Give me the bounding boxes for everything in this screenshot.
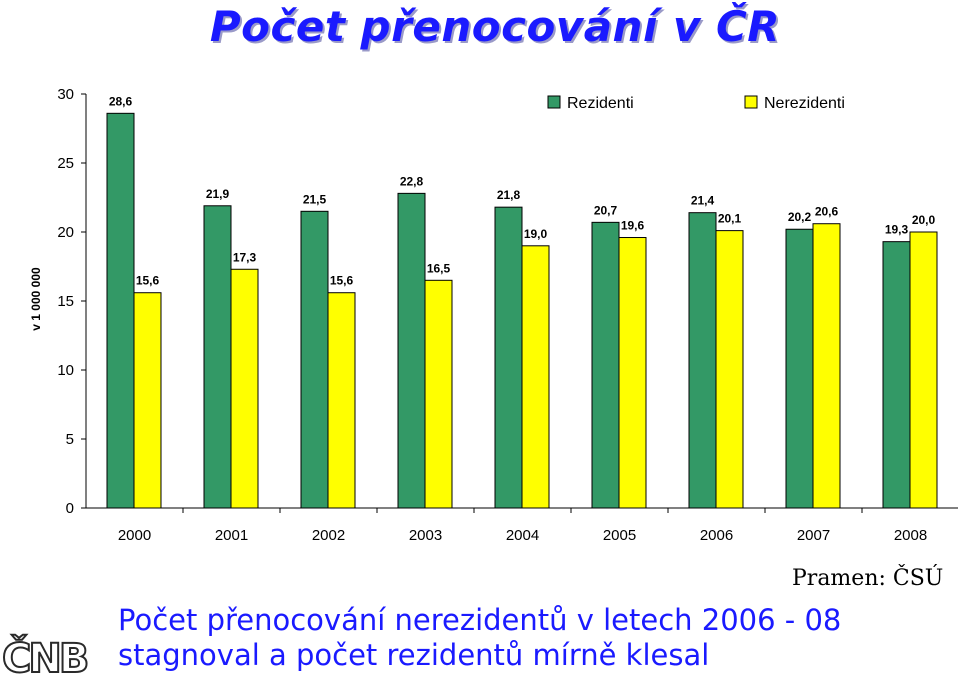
legend-label-rezidenti: Rezidenti: [567, 95, 634, 112]
page-title: Počet přenocování v ČR: [209, 2, 781, 51]
bar-rezidenti: [300, 210, 329, 509]
data-label-nerezidenti: 19,0: [524, 227, 548, 241]
y-axis-title: v 1 000 000: [29, 267, 43, 331]
y-tick-label: 15: [57, 293, 74, 310]
data-label-nerezidenti: 20,0: [912, 213, 936, 227]
bar-nerezidenti: [715, 230, 744, 509]
y-tick-label: 10: [57, 362, 74, 379]
data-label-rezidenti: 20,2: [788, 210, 812, 224]
data-label-nerezidenti: 16,5: [427, 261, 451, 275]
x-tick-label: 2000: [118, 527, 151, 544]
legend-label-nerezidenti: Nerezidenti: [764, 95, 845, 112]
data-label-nerezidenti: 20,6: [815, 205, 839, 219]
bar-nerezidenti: [521, 245, 550, 509]
source-note: Pramen: ČSÚ: [792, 566, 944, 591]
summary-line-1: Počet přenocování nerezidentů v letech 2…: [118, 603, 842, 637]
bar-nerezidenti: [327, 292, 356, 509]
summary-text: Počet přenocování nerezidentů v letech 2…: [118, 603, 953, 673]
y-tick-label: 5: [66, 431, 74, 448]
bar-chart: 0 5 10 15 20 25 30 v 1 000 000 2000 2001 2002 2003…: [29, 86, 958, 544]
summary-line-2: stagnoval a počet rezidentů mírně klesal: [118, 638, 710, 672]
x-tick-label: 2001: [215, 527, 248, 544]
y-tick-label: 0: [66, 500, 74, 517]
x-tick-label: 2006: [700, 527, 733, 544]
bar-rezidenti: [882, 241, 911, 509]
data-labels: 28,6 15,6 21,9 17,3 21,5 15,6 22,8 16,5 21,8 19,0…: [109, 94, 936, 287]
y-tick-label: 30: [57, 86, 74, 103]
bar-nerezidenti: [812, 223, 841, 509]
x-tick-label: 2007: [797, 527, 830, 544]
y-tick-label: 20: [57, 224, 74, 241]
data-label-rezidenti: 21,5: [303, 192, 327, 206]
x-tick-label: 2008: [894, 527, 927, 544]
data-label-nerezidenti: 15,6: [136, 274, 160, 288]
data-label-rezidenti: 21,8: [497, 188, 521, 202]
cnb-logo: ČNB: [1, 635, 90, 683]
x-axis: 2000 2001 2002 2003 2004 2005 2006 2007 2008: [86, 507, 958, 544]
data-label-rezidenti: 28,6: [109, 94, 133, 108]
data-label-nerezidenti: 19,6: [621, 219, 645, 233]
bar-rezidenti: [106, 112, 135, 509]
bar-nerezidenti: [618, 237, 647, 509]
bar-nerezidenti: [909, 231, 938, 509]
x-tick-label: 2003: [409, 527, 442, 544]
legend-swatch-rezidenti: [547, 95, 561, 109]
bar-rezidenti: [785, 228, 814, 509]
data-label-nerezidenti: 20,1: [718, 212, 742, 226]
data-label-nerezidenti: 17,3: [233, 250, 257, 264]
x-tick-label: 2005: [603, 527, 636, 544]
y-tick-label: 25: [57, 155, 74, 172]
bar-nerezidenti: [133, 292, 162, 509]
legend: Rezidenti Nerezidenti: [547, 95, 845, 112]
x-tick-label: 2002: [312, 527, 345, 544]
bar-nerezidenti: [230, 268, 259, 509]
data-label-rezidenti: 22,8: [400, 174, 424, 188]
legend-swatch-nerezidenti: [744, 95, 758, 109]
bar-rezidenti: [494, 206, 523, 509]
bars: [106, 112, 938, 509]
x-tick-label: 2004: [506, 527, 539, 544]
bar-rezidenti: [203, 205, 232, 509]
bar-rezidenti: [591, 221, 620, 509]
data-label-rezidenti: 20,7: [594, 203, 618, 217]
data-label-rezidenti: 21,9: [206, 187, 230, 201]
bar-nerezidenti: [424, 279, 453, 509]
bar-rezidenti: [397, 192, 426, 509]
data-label-rezidenti: 21,4: [691, 194, 715, 208]
data-label-nerezidenti: 15,6: [330, 274, 354, 288]
y-axis: 0 5 10 15 20 25 30 v 1 000 000: [29, 86, 87, 517]
data-label-rezidenti: 19,3: [885, 223, 909, 237]
bar-rezidenti: [688, 212, 717, 509]
